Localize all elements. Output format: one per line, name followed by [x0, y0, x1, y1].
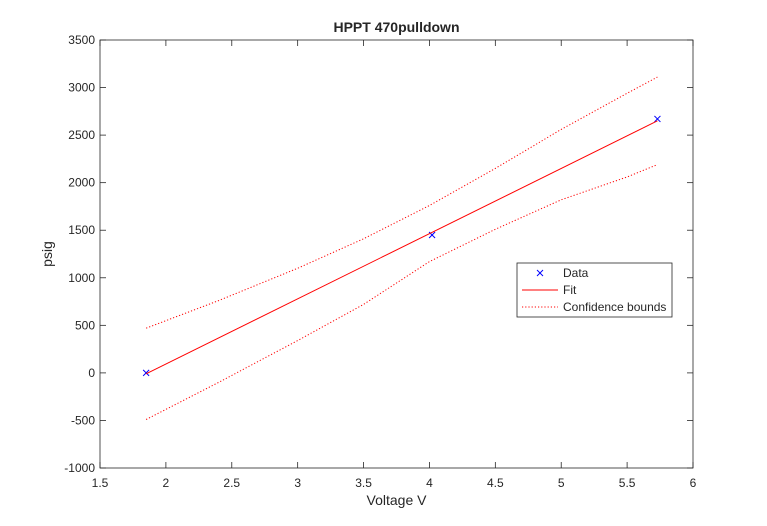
- x-axis: 1.5 2 2.5 3 3.5 4 4.5 5 5.5 6: [92, 40, 697, 490]
- y-tick-label: 2500: [68, 128, 95, 142]
- y-tick-label: 0: [88, 366, 95, 380]
- x-tick-label: 5: [558, 476, 565, 490]
- y-axis-label: psig: [39, 241, 55, 267]
- x-tick-label: 5.5: [619, 476, 636, 490]
- x-tick-label: 2: [163, 476, 170, 490]
- data-point: [654, 115, 661, 123]
- series-layer: [142, 76, 661, 420]
- y-tick-label: -500: [71, 413, 95, 427]
- data-point: [142, 369, 150, 377]
- x-tick-label: 3: [294, 476, 301, 490]
- x-tick-label: 3.5: [355, 476, 372, 490]
- y-tick-label: 3500: [68, 33, 95, 47]
- y-tick-label: -1000: [64, 461, 95, 475]
- legend-label: Confidence bounds: [563, 300, 666, 314]
- y-tick-label: 3000: [68, 81, 95, 95]
- x-axis-label: Voltage V: [367, 492, 428, 508]
- upper-confidence-bound-line: [145, 76, 658, 329]
- fit-line: [145, 120, 658, 375]
- legend-item: Fit: [522, 283, 577, 297]
- chart-title: HPPT 470pulldown: [333, 19, 459, 35]
- y-tick-label: 500: [75, 318, 95, 332]
- legend-label: Fit: [563, 283, 577, 297]
- x-tick-label: 6: [690, 476, 697, 490]
- x-tick-label: 2.5: [223, 476, 240, 490]
- y-tick-label: 1500: [68, 223, 95, 237]
- legend: Data Fit Confidence bounds: [516, 262, 673, 318]
- legend-item: Confidence bounds: [522, 300, 666, 314]
- y-tick-label: 1000: [68, 271, 95, 285]
- legend-item: Data: [536, 266, 589, 280]
- x-tick-label: 4.5: [487, 476, 504, 490]
- y-tick-label: 2000: [68, 176, 95, 190]
- x-tick-label: 4: [426, 476, 433, 490]
- y-axis: -1000 -500 0 500 1000 1500 2000 2500 3000 3500: [64, 33, 693, 475]
- plot-area: [99, 39, 694, 469]
- plot-frame: [99, 39, 694, 469]
- x-tick-label: 1.5: [92, 476, 109, 490]
- legend-label: Data: [563, 266, 589, 280]
